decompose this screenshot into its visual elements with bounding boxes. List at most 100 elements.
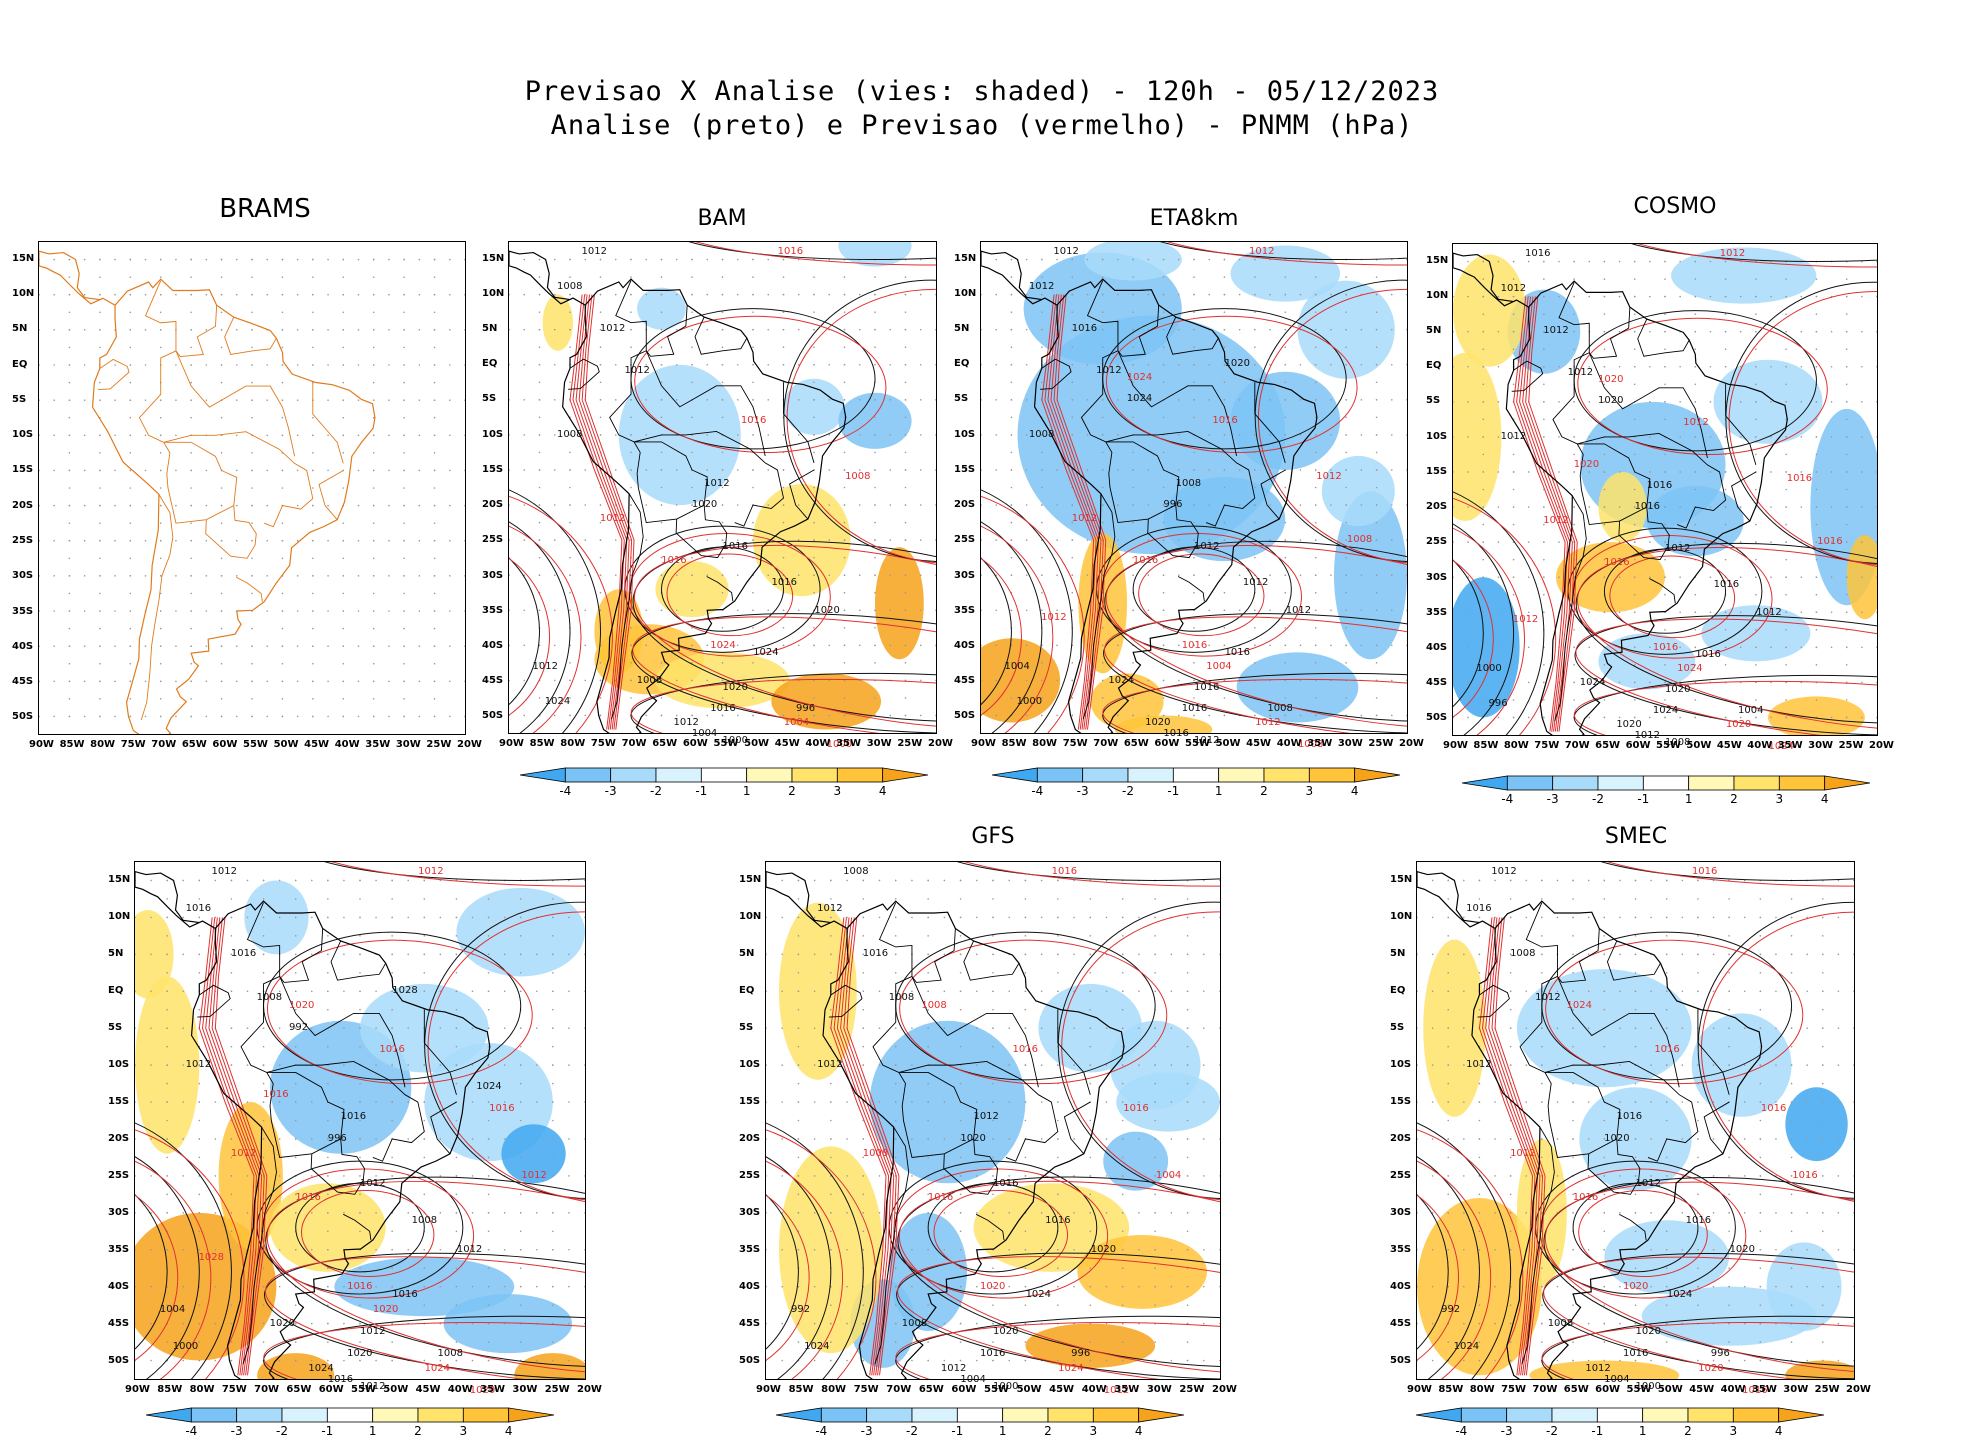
lon-tick-label: 85W [1438,1384,1463,1395]
isobar-label-analysis: 1012 [973,1111,998,1122]
lon-tick-label: 50W [1017,1384,1042,1395]
isobar-label-forecast: 1012 [600,513,625,524]
isobar-label-analysis: 1012 [186,1059,211,1070]
country-border [141,494,173,720]
lat-tick-label: 10S [482,429,503,440]
lon-tick-label: 45W [304,739,329,750]
lat-tick-label: 15S [1426,466,1447,477]
isobar-label-analysis: 1016 [186,903,211,914]
lon-tick-label: 25W [1815,1384,1840,1395]
lat-tick-label: 30S [954,570,975,581]
lat-tick-label: 15S [482,464,503,475]
isobar-label-analysis: 1024 [1580,677,1605,688]
bias-shade [1231,372,1341,470]
lon-tick-label: 70W [1532,1384,1557,1395]
lon-tick-label: 75W [121,739,146,750]
isobar-label-forecast: 1016 [928,1192,953,1203]
colorbar-swatch [373,1408,418,1422]
colorbar-label: 2 [1249,784,1279,798]
isobar-label-analysis: 1012 [360,1178,385,1189]
lat-tick-label: 15N [739,874,761,885]
isobar-label-forecast: 1016 [1133,555,1158,566]
colorbar-swatch [656,768,701,782]
isobar-label-analysis: 1012 [1286,605,1311,616]
lon-tick-label: 45W [1717,740,1742,751]
lat-tick-label: 40S [482,640,503,651]
lat-tick-label: 50S [1426,712,1447,723]
bias-shade [244,880,308,954]
isobar-label-analysis: 1016 [231,948,256,959]
country-border [1178,577,1204,602]
colorbar-swatch [1643,1408,1688,1422]
lon-tick-label: 75W [591,738,616,749]
lat-tick-label: 15N [954,253,976,264]
lon-tick-label: 30W [1808,740,1833,751]
lat-tick-label: 5S [1390,1022,1404,1033]
colorbar-swatch [1597,1408,1642,1422]
colorbar-swatch [883,768,928,782]
colorbar-label: -3 [1538,792,1568,806]
colorbar-swatch [237,1408,282,1422]
colorbar-label: -2 [1583,792,1613,806]
isobar-label-analysis: 1016 [341,1111,366,1122]
isobar-label-analysis: 1012 [1568,367,1593,378]
lon-tick-label: 50W [1216,738,1241,749]
isobar-label-analysis: 1016 [1623,1348,1648,1359]
isobar-label-forecast: 1016 [1212,415,1237,426]
colorbar-swatch [191,1408,236,1422]
isobar-label-analysis: 1020 [270,1318,295,1329]
isobar-label-analysis: 1020 [1616,719,1641,730]
lon-tick-label: 65W [1595,740,1620,751]
lat-tick-label: 30S [108,1207,129,1218]
isobar-label-analysis: 1008 [1029,429,1054,440]
lon-tick-label: 55W [1185,738,1210,749]
isobar-label-forecast: 1012 [1072,513,1097,524]
lon-tick-label: 70W [886,1384,911,1395]
lon-tick-label: 65W [182,739,207,750]
colorbar-gfs [776,1407,1184,1423]
isobar-label-forecast: 1012 [231,1148,256,1159]
lon-tick-label: 20W [1399,738,1424,749]
lon-tick-label: 20W [457,739,482,750]
isobar-label-analysis: 1012 [704,478,729,489]
colorbar-bam [520,767,928,783]
isobar-label-analysis: 1020 [1225,358,1250,369]
colorbar-label: 3 [822,784,852,798]
lon-tick-label: 20W [1212,1384,1237,1395]
isobar-label-analysis: 1024 [753,647,778,658]
lat-tick-label: 15S [108,1096,129,1107]
isobar-label-analysis: 1008 [902,1318,927,1329]
figure-title-line2: Analise (preto) e Previsao (vermelho) - … [0,110,1964,141]
lat-tick-label: 15S [954,464,975,475]
lat-tick-label: 10N [1390,911,1412,922]
isobar-label-forecast: 1020 [1598,374,1623,385]
lat-tick-label: EQ [482,358,497,369]
lat-tick-label: 45S [739,1318,760,1329]
isobar-label-analysis: 1016 [1466,903,1491,914]
lat-tick-label: 15N [482,253,504,264]
isobar-label-forecast: 1020 [1726,719,1751,730]
lon-tick-label: 25W [897,738,922,749]
isobar-label-analysis: 1012 [1491,866,1516,877]
lon-tick-label: 85W [789,1384,814,1395]
lat-tick-label: 5N [108,948,123,959]
lon-tick-label: 35W [480,1384,505,1395]
country-border [912,928,955,982]
colorbar-swatch [701,768,746,782]
lon-tick-label: 40W [335,739,360,750]
isobar-label-forecast: 1024 [1567,1000,1592,1011]
colorbar-swatch [1733,1408,1778,1422]
isobar-label-analysis: 1000 [1476,663,1501,674]
colorbar-eta8km [992,767,1400,783]
isobar-label-analysis: 1016 [1647,480,1672,491]
lat-tick-label: 20S [12,500,33,511]
lon-tick-label: 35W [365,739,390,750]
colorbar-swatch [1264,768,1309,782]
lon-tick-label: 60W [683,738,708,749]
colorbar-swatch [1461,1408,1506,1422]
isobar-label-analysis: 996 [1163,499,1182,510]
isobar-label-analysis: 996 [796,703,815,714]
isobar-label-forecast: 1016 [1013,1044,1038,1055]
isobar-label-analysis: 1008 [1548,1318,1573,1329]
pressure-field-brams [39,242,465,734]
